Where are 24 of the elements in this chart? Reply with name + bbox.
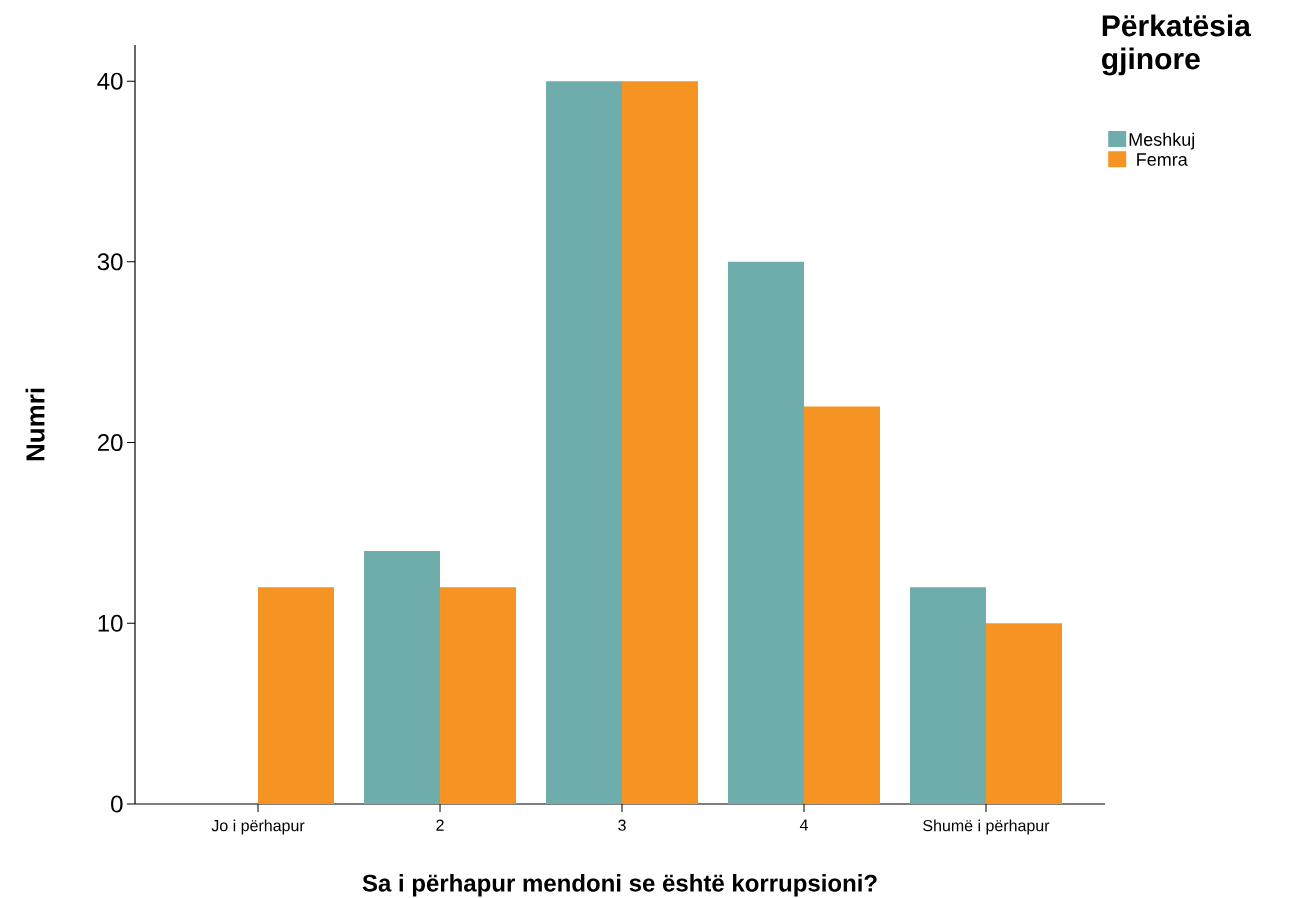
y-axis-title: Numri <box>25 388 45 461</box>
x-tick-label: Shumë i përhapur <box>923 819 1050 835</box>
y-tick-label: 40 <box>97 72 123 90</box>
x-tick-label: 2 <box>436 819 444 831</box>
bar <box>440 587 517 804</box>
legend-label: Femra <box>1137 153 1188 166</box>
y-tick-label: 0 <box>111 795 123 813</box>
legend-title: Përkatësia gjinore <box>1102 14 1252 76</box>
bar <box>622 81 699 804</box>
legend-label: Meshkuj <box>1129 132 1195 150</box>
x-tick-label: 3 <box>618 819 626 831</box>
bar <box>985 623 1062 804</box>
y-tick-label: 10 <box>98 614 123 632</box>
bar <box>728 261 804 804</box>
y-tick-label: 20 <box>97 434 123 452</box>
x-tick-label: Jo i përhapur <box>211 819 305 835</box>
bar <box>804 406 880 804</box>
bar <box>364 551 441 804</box>
bar <box>258 587 335 804</box>
bar <box>546 81 623 804</box>
y-tick-label: 30 <box>97 253 123 271</box>
x-axis-title: Sa i përhapur mendoni se është korrupsioni? <box>362 874 877 897</box>
bar <box>909 587 986 804</box>
x-tick-label: 4 <box>799 819 808 831</box>
